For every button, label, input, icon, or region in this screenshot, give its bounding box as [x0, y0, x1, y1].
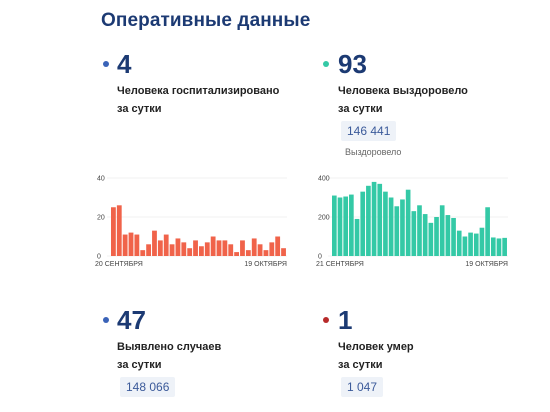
recov-bar [451, 217, 456, 256]
page-title: Оперативные данные [101, 10, 311, 31]
recov-bar [417, 205, 422, 256]
hosp-bar [234, 252, 240, 256]
hosp-bar [210, 236, 216, 256]
hosp-bar [128, 232, 134, 256]
recov-bar [349, 194, 354, 256]
recovered-total-badge: 146 441 [341, 121, 397, 141]
recov-bar [332, 195, 337, 256]
hosp-bar [187, 248, 193, 256]
recov-bar [422, 214, 428, 256]
recovered-label: Человека выздоровело за сутки [338, 82, 468, 118]
cases-value: 47 [117, 305, 146, 335]
recov-bar [360, 191, 366, 256]
hosp-bar [263, 250, 269, 256]
hosp-bar [204, 242, 210, 256]
recovered-label-line1: Человека выздоровело [338, 85, 468, 97]
hosp-bar [251, 238, 257, 256]
recov-bar [354, 218, 360, 256]
recov-bar [496, 238, 502, 256]
recov-ytick-label: 400 [318, 176, 330, 183]
hosp-bar [281, 248, 286, 256]
recov-bar [462, 236, 468, 256]
hosp-ytick-label: 40 [97, 176, 105, 183]
recov-bar [366, 185, 371, 256]
recovered-chart: 400 200 021 СЕНТЯБРЯ 19 ОКТЯБРЯ [316, 176, 508, 268]
cases-dot-icon [103, 317, 109, 323]
cases-label: Выявлено случаев за сутки [117, 338, 221, 374]
recov-x-end-label: 19 ОКТЯБРЯ [465, 261, 508, 268]
hosp-bar [222, 240, 228, 256]
hosp-bar [163, 234, 169, 256]
hosp-bar [269, 242, 275, 256]
hosp-bar [228, 244, 234, 256]
hosp-bar [122, 234, 128, 256]
cases-total-badge: 148 066 [120, 377, 176, 397]
recov-bar [394, 206, 400, 256]
recov-bar [434, 217, 439, 256]
recov-bar [383, 191, 388, 256]
hosp-bar [111, 207, 116, 256]
recov-bar [490, 237, 496, 256]
recovered-label-line2: за сутки [338, 103, 383, 115]
deaths-label-line1: Человек умер [338, 341, 414, 353]
recov-bar [400, 199, 405, 256]
cases-label-line1: Выявлено случаев [117, 341, 222, 353]
hosp-bar [152, 230, 157, 256]
recov-bar [337, 197, 343, 256]
hospitalized-value: 4 [117, 49, 132, 79]
recov-x-start-label: 21 СЕНТЯБРЯ [316, 261, 364, 268]
recov-bar [479, 227, 485, 256]
deaths-label: Человек умер за сутки [338, 338, 414, 374]
recovered-dot-icon [323, 61, 329, 67]
hosp-bar [275, 236, 281, 256]
recov-bar [411, 211, 417, 256]
hospitalized-label-line2: за сутки [117, 103, 162, 115]
recov-bar [343, 196, 349, 256]
deaths-total-badge: 1 047 [341, 377, 384, 397]
hosp-bar [134, 234, 140, 256]
recov-bar [473, 233, 479, 256]
hosp-bar [257, 244, 263, 256]
hospitalized-label-line1: Человека госпитализировано [117, 85, 280, 97]
hosp-bar [169, 244, 175, 256]
recov-bar [371, 181, 377, 256]
hospitalized-label: Человека госпитализировано за сутки [117, 82, 279, 118]
recov-bar [388, 197, 394, 256]
recov-bar [456, 230, 462, 256]
hosp-ytick-label: 0 [97, 254, 101, 261]
recov-bar [428, 222, 434, 256]
hosp-bar [181, 242, 187, 256]
hosp-bar [175, 238, 181, 256]
recov-bar [445, 215, 451, 256]
hosp-bar [116, 205, 122, 256]
recovered-value: 93 [338, 49, 367, 79]
recov-ytick-label: 200 [318, 215, 330, 222]
recov-bar [439, 205, 445, 256]
deaths-label-line2: за сутки [338, 359, 383, 371]
hosp-bar [199, 246, 204, 256]
recov-bar [502, 237, 507, 256]
hosp-bar [240, 240, 245, 256]
hosp-bar [193, 240, 198, 256]
hosp-bar [146, 244, 152, 256]
hosp-bar [157, 240, 163, 256]
hosp-bar [245, 250, 251, 256]
hosp-x-end-label: 19 ОКТЯБРЯ [244, 261, 287, 268]
cases-label-line2: за сутки [117, 359, 162, 371]
hosp-ytick-label: 20 [97, 215, 105, 222]
recovered-total-label: Выздоровело [345, 147, 402, 157]
hospitalized-chart: 40 20 020 СЕНТЯБРЯ 19 ОКТЯБРЯ [95, 176, 287, 268]
recov-bar [377, 183, 383, 256]
recov-bar [468, 232, 473, 256]
recov-bar [485, 207, 490, 256]
hospitalized-dot-icon [103, 61, 109, 67]
hosp-bar [216, 240, 222, 256]
recov-ytick-label: 0 [318, 254, 322, 261]
recov-bar [405, 189, 411, 256]
deaths-value: 1 [338, 305, 353, 335]
hosp-x-start-label: 20 СЕНТЯБРЯ [95, 261, 143, 268]
hosp-bar [140, 250, 146, 256]
deaths-dot-icon [323, 317, 329, 323]
